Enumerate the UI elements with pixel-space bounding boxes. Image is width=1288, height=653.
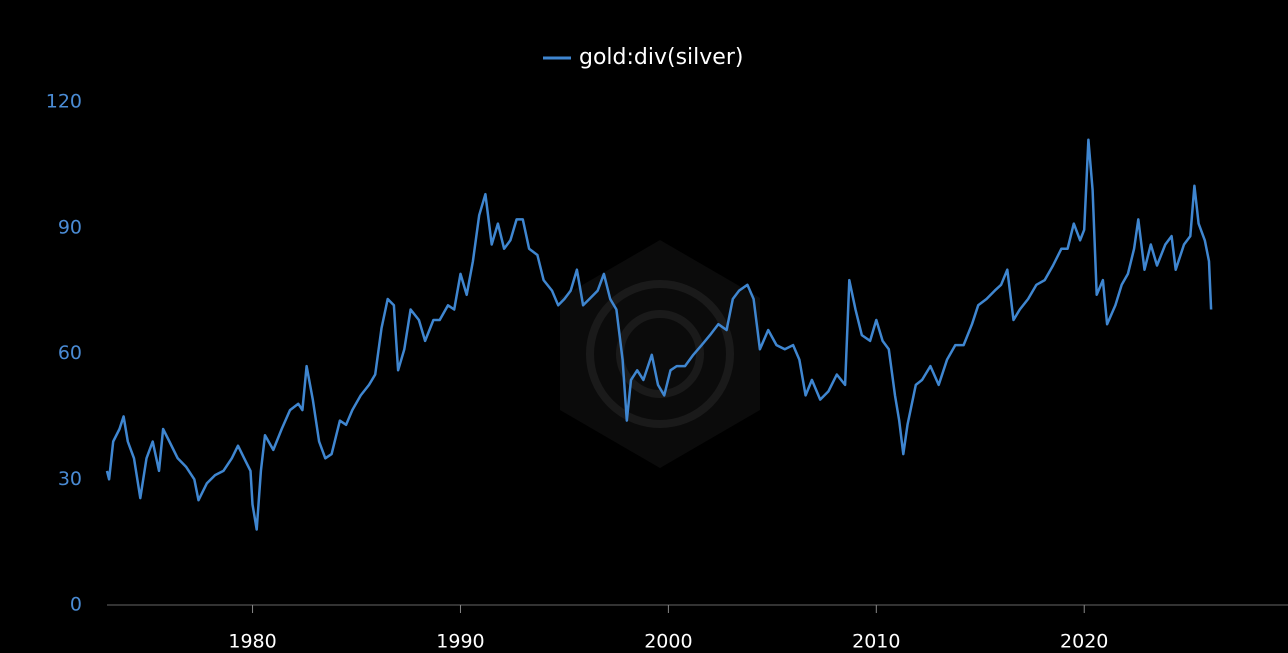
legend-label: gold:div(silver) <box>579 45 743 70</box>
y-tick-label: 60 <box>58 342 82 364</box>
x-tick-label: 2000 <box>644 631 692 653</box>
x-tick-label: 2020 <box>1060 631 1108 653</box>
y-tick-label: 120 <box>46 91 82 113</box>
x-tick-label: 1990 <box>436 631 484 653</box>
y-tick-label: 30 <box>58 468 82 490</box>
y-tick-label: 90 <box>58 216 82 238</box>
data-line <box>105 138 1213 531</box>
y-tick-label: 0 <box>70 594 82 616</box>
watermark <box>560 240 760 468</box>
x-tick-label: 1980 <box>228 631 276 653</box>
x-tick-label: 2010 <box>852 631 900 653</box>
